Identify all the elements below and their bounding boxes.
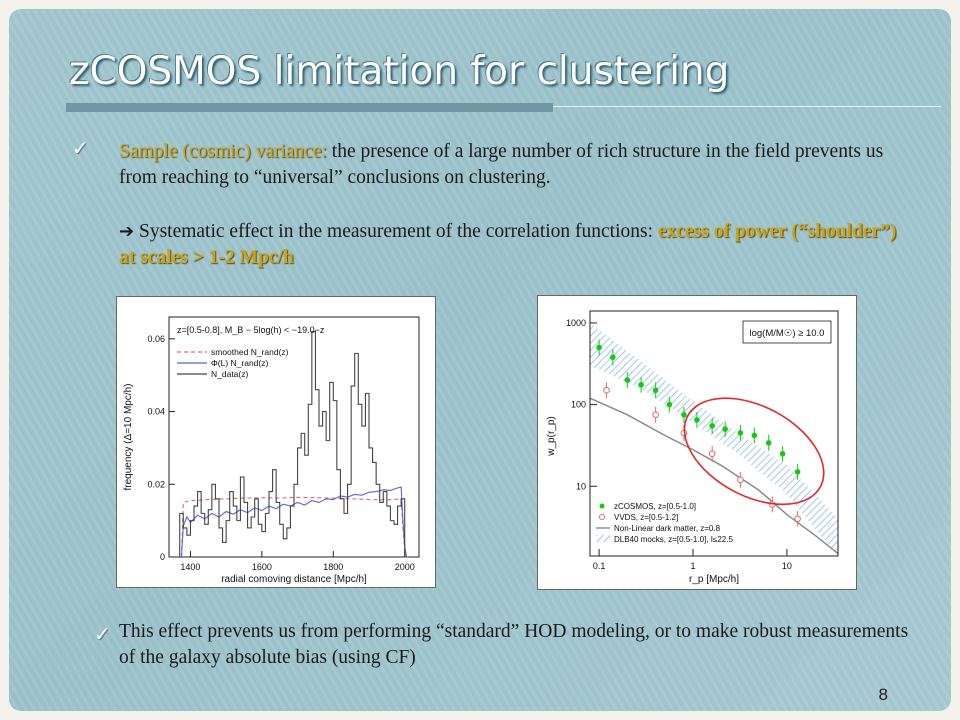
- y-axis-label: frequency (Δ=10 Mpc/h): [123, 383, 134, 490]
- checkmark-icon: ✓: [72, 136, 89, 160]
- plot-frame: [589, 310, 839, 557]
- bullet-text: the presence of a large number of rich s…: [119, 141, 884, 188]
- y-tick-label: 0.06: [147, 334, 165, 344]
- vvds-point: [652, 411, 659, 419]
- vvds-point: [708, 450, 716, 458]
- zcosmos-point: [765, 440, 772, 446]
- selection-annotation: z=[0.5-0.8], M_B − 5log(h) < −19.0−z: [177, 325, 325, 335]
- legend-label: VVDS, z=[0.5-1.2]: [614, 513, 678, 522]
- dark-matter-line: [589, 397, 839, 555]
- y-tick-label: 0.04: [147, 407, 165, 417]
- zcosmos-point: [666, 401, 673, 408]
- zcosmos-point: [681, 412, 687, 418]
- legend: smoothed N_rand(z) Φ(L) N_rand(z) N_data…: [177, 347, 289, 379]
- x-tick-label: 10: [782, 561, 792, 571]
- legend: zCOSMOS, z=[0.5-1.0] VVDS, z=[0.5-1.2] N…: [596, 502, 733, 544]
- zcosmos-point: [652, 387, 659, 394]
- vvds-point: [603, 386, 610, 394]
- vvds-point: [794, 515, 801, 523]
- y-tick-label: 10: [576, 481, 586, 491]
- x-tick-label: 2000: [395, 562, 415, 572]
- wp-rp-chart: 0.1 1 10 10 100 1000 log(M/M☉) ≥ 10.0 zCOSMOS…: [546, 310, 839, 585]
- title-underline-dark: [66, 103, 553, 112]
- systematic-text: Systematic effect in the measurement of …: [134, 221, 658, 242]
- series-line: [180, 486, 408, 558]
- distance-histogram-chart: 1400 1600 1800 2000 0 0.02 0.04 0.06 z=[0.5-0.8…: [123, 316, 420, 585]
- zcosmos-point: [794, 469, 801, 475]
- zcosmos-point: [610, 354, 616, 361]
- checkmark-icon: ✓: [94, 622, 111, 646]
- legend-swatch-vvds: [599, 514, 605, 520]
- title-underline-light: [553, 106, 941, 107]
- vvds-point: [737, 476, 744, 484]
- legend-label: Non-Linear dark matter, z=0.8: [614, 524, 721, 533]
- x-tick-label: 1400: [180, 562, 200, 572]
- legend-label: smoothed N_rand(z): [211, 347, 289, 357]
- slide: zCOSMOS limitation for clustering ✓ Samp…: [9, 9, 951, 711]
- y-tick-label: 100: [571, 400, 586, 410]
- x-tick-label: 1: [690, 561, 695, 571]
- legend-label: zCOSMOS, z=[0.5-1.0]: [614, 502, 696, 511]
- bullet-lead-highlight: Sample (cosmic) variance:: [119, 141, 327, 162]
- y-tick-label: 0: [160, 552, 165, 562]
- x-tick-label: 1600: [252, 562, 272, 572]
- systematic-effect-paragraph: ➔ Systematic effect in the measurement o…: [119, 219, 909, 271]
- legend-label: Φ(L) N_rand(z): [211, 358, 268, 368]
- zcosmos-point: [694, 417, 700, 423]
- zcosmos-point: [638, 381, 644, 388]
- figure-projected-correlation: 0.1 1 10 10 100 1000 log(M/M☉) ≥ 10.0 zCOSMOS…: [537, 295, 857, 590]
- x-axis-label: radial comoving distance [Mpc/h]: [221, 574, 367, 585]
- zcosmos-point: [751, 432, 758, 439]
- legend-swatch-mocks: [596, 535, 610, 542]
- x-tick-label: 1800: [323, 562, 343, 572]
- shoulder-highlight: excess of power (“shoulder”) at scales >…: [119, 221, 897, 268]
- y-tick-label: 0.02: [147, 479, 165, 489]
- bullet-hod-limitation: This effect prevents us from performing …: [119, 621, 909, 668]
- legend-swatch-zcosmos: [599, 503, 605, 509]
- plot-frame: [168, 316, 420, 558]
- x-axis-label: r_p [Mpc/h]: [689, 574, 739, 585]
- legend-label: N_data(z): [211, 369, 248, 379]
- mocks-band: [590, 322, 838, 556]
- figure-redshift-distribution: 1400 1600 1800 2000 0 0.02 0.04 0.06 z=[0.5-0.8…: [116, 296, 436, 588]
- zcosmos-point: [779, 450, 786, 457]
- arrow-right-icon: ➔: [119, 221, 135, 242]
- y-axis-label: w_p(r_p): [546, 416, 557, 456]
- zcosmos-point: [596, 344, 602, 351]
- zcosmos-point: [709, 423, 715, 429]
- slide-title: zCOSMOS limitation for clustering: [69, 49, 730, 94]
- zcosmos-point: [722, 426, 728, 432]
- y-tick-label: 1000: [566, 318, 586, 328]
- mass-cut-annotation: log(M/M☉) ≥ 10.0: [750, 328, 825, 339]
- x-tick-label: 0.1: [593, 561, 606, 571]
- mass-cut-box: [742, 320, 832, 344]
- legend-label: DLB40 mocks, z=[0.5-1.0], I≤22.5: [614, 535, 733, 544]
- zcosmos-point: [624, 377, 631, 383]
- page-number: 8: [878, 685, 888, 704]
- zcosmos-point: [737, 430, 744, 436]
- series-line: [180, 496, 408, 558]
- bullet-sample-variance: Sample (cosmic) variance: the presence o…: [119, 139, 909, 191]
- series-line: [179, 330, 409, 558]
- shoulder-highlight-ellipse: [683, 397, 825, 506]
